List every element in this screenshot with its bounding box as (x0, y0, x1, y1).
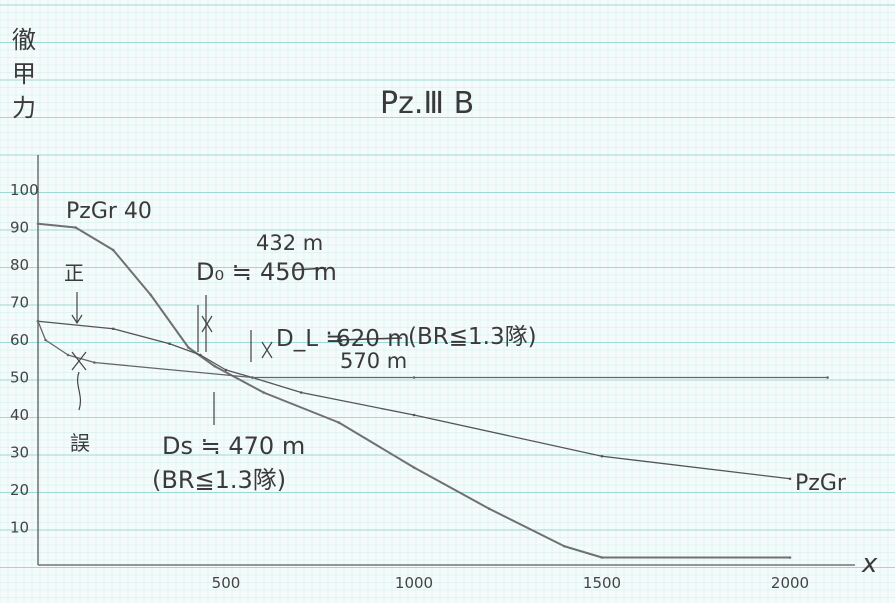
series-point (788, 556, 792, 559)
ds-note: (BR≦1.3隊) (152, 466, 286, 494)
series-point (262, 391, 265, 394)
x-tick-label: 1000 (395, 574, 433, 592)
y-tick-label: 50 (10, 369, 29, 387)
y-tick-label: 90 (10, 219, 29, 237)
series-point (187, 346, 190, 349)
annotation-markers (71, 267, 403, 425)
ds-label: Ds ≒ 470 m (162, 432, 305, 460)
series-point (563, 544, 566, 548)
x-tick-label: 2000 (771, 574, 809, 592)
y-axis-label: 徹甲力 (12, 26, 36, 122)
y-tick-label: 40 (10, 406, 29, 424)
series-point (149, 293, 153, 297)
annotations: PzGr 40 正 誤 432 m D₀ ≒ 450 m D_L ≒ 620 m… (64, 199, 847, 496)
pzgr40-label: PzGr 40 (66, 199, 152, 224)
series-point (412, 376, 416, 379)
d0-old-value: 450 m (260, 258, 337, 286)
y-axis-label-char: 甲 (12, 60, 36, 88)
d0-label: D₀ ≒ (196, 258, 252, 286)
series-line-1 (37, 320, 791, 480)
tick-labels: 500 1000 1500 2000 10 20 30 40 50 60 70 80 90 100 (10, 181, 809, 592)
series-point (168, 342, 171, 346)
dl-new-value: 570 m (340, 349, 407, 373)
dl-old-value: 620 m (336, 326, 410, 352)
d0-new-value: 432 m (256, 231, 323, 255)
x-axis-label: x (861, 549, 878, 579)
series-point (299, 391, 303, 394)
go-label: 誤 (70, 431, 90, 455)
series-point (412, 466, 416, 469)
series-point (36, 222, 40, 226)
y-tick-label: 100 (10, 181, 39, 199)
series-point (36, 319, 40, 323)
pzgr-label: PzGr (795, 471, 847, 496)
dl-label: D_L ≒ (276, 326, 345, 352)
series-point (66, 353, 70, 357)
series-point (111, 327, 115, 331)
series-point (111, 248, 115, 252)
series-point (337, 421, 341, 424)
series-point (826, 376, 829, 379)
y-tick-label: 30 (10, 444, 29, 462)
series-point (224, 368, 228, 372)
series-point (788, 477, 792, 481)
y-tick-label: 60 (10, 331, 29, 349)
y-tick-label: 10 (10, 519, 29, 537)
series-point (93, 361, 96, 364)
series-point (600, 556, 604, 559)
y-tick-label: 70 (10, 294, 29, 312)
x-tick-label: 500 (212, 574, 241, 592)
series-point (44, 338, 47, 342)
series-point (487, 507, 491, 511)
chart-title: Pz.Ⅲ B (380, 86, 474, 121)
svg-text:徹甲力: 徹甲力 (12, 26, 36, 122)
x-tick-label: 1500 (583, 574, 621, 592)
series-point (74, 226, 77, 229)
series-lines (36, 222, 829, 559)
y-tick-label: 20 (10, 481, 29, 499)
sei-label: 正 (64, 261, 84, 285)
y-axis-label-char: 徹 (12, 26, 36, 54)
series-point (600, 454, 604, 458)
series-point (213, 364, 217, 368)
series-point (251, 376, 254, 379)
series-point (412, 413, 416, 417)
series-point (199, 353, 202, 357)
dl-note: (BR≦1.3隊) (408, 324, 537, 350)
y-tick-label: 80 (10, 256, 29, 274)
y-axis-label-char: 力 (12, 94, 36, 122)
